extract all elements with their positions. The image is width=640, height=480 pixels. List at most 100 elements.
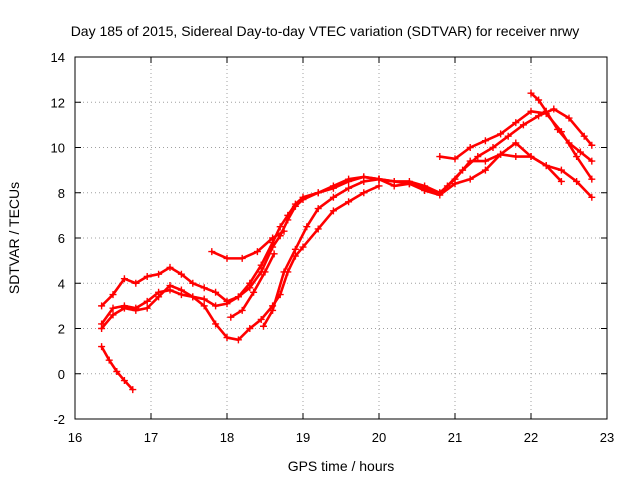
data-point (565, 139, 573, 147)
data-point (189, 293, 197, 301)
data-point (345, 198, 353, 206)
data-point (143, 272, 151, 280)
data-point (497, 150, 505, 158)
data-point (519, 121, 527, 129)
data-point (166, 263, 174, 271)
data-point (212, 302, 220, 310)
data-point (466, 144, 474, 151)
data-point (542, 162, 550, 170)
data-point (269, 306, 277, 314)
markers-arc-e (208, 227, 288, 262)
x-tick-label: 21 (448, 430, 462, 445)
data-point (143, 304, 151, 312)
data-point (109, 291, 117, 299)
data-point (113, 367, 121, 375)
data-point (132, 279, 140, 287)
data-point (280, 227, 288, 235)
data-point (299, 193, 307, 201)
data-point (557, 177, 565, 185)
data-point (200, 284, 208, 292)
y-tick-label: 8 (58, 186, 65, 201)
data-point (360, 189, 368, 197)
data-point (405, 180, 413, 188)
data-point (527, 89, 535, 97)
data-point (573, 153, 581, 161)
data-point (253, 248, 261, 256)
data-point (212, 320, 220, 328)
grid (75, 57, 607, 419)
series-arc-j (529, 91, 594, 163)
x-tick-label: 19 (296, 430, 310, 445)
data-point (535, 112, 543, 120)
data-point (565, 114, 573, 122)
x-tick-label: 23 (600, 430, 614, 445)
data-point (270, 250, 278, 258)
data-point (527, 153, 535, 161)
data-point (109, 311, 117, 319)
data-point (234, 336, 242, 344)
data-point (223, 334, 231, 342)
data-point (554, 125, 562, 133)
y-tick-label: 6 (58, 231, 65, 246)
markers-arc-j (527, 89, 596, 165)
data-point (580, 132, 588, 140)
data-point (276, 223, 284, 231)
data-point (345, 184, 353, 192)
data-point (481, 157, 489, 165)
data-point (280, 268, 288, 276)
data-point (390, 177, 398, 185)
data-point (155, 293, 163, 301)
data-point (261, 268, 269, 276)
data-point (269, 234, 277, 242)
data-point (329, 184, 337, 192)
data-point (345, 177, 353, 185)
data-point (98, 325, 106, 332)
y-tick-label: 10 (51, 141, 65, 156)
data-point (576, 148, 584, 156)
data-point (436, 189, 444, 197)
data-point (212, 288, 220, 296)
data-point (443, 182, 451, 190)
y-tick-label: 2 (58, 322, 65, 337)
data-point (284, 211, 292, 219)
data-point (314, 225, 322, 233)
data-point (189, 279, 197, 287)
data-point (588, 175, 596, 183)
x-tick-label: 22 (524, 430, 538, 445)
series-arc-d (100, 184, 381, 342)
data-point (329, 207, 337, 215)
data-point (238, 306, 246, 314)
data-point (329, 193, 337, 201)
data-point (299, 243, 307, 251)
data-point (550, 105, 558, 113)
plot-frame (74, 56, 608, 420)
data-point (246, 279, 254, 287)
data-point (512, 139, 520, 147)
data-point (436, 153, 444, 161)
y-tick-label: 14 (51, 50, 65, 65)
data-point (557, 166, 565, 174)
data-point (421, 184, 429, 192)
chart-title: Day 185 of 2015, Sidereal Day-to-day VTE… (71, 23, 580, 39)
data-point (177, 286, 185, 294)
data-point (200, 302, 208, 310)
plot-area (98, 89, 596, 394)
data-point (535, 96, 543, 104)
data-point (105, 356, 113, 364)
data-point (257, 261, 265, 269)
data-point (166, 282, 174, 290)
data-point (588, 141, 596, 149)
data-point (120, 275, 128, 283)
data-point (143, 297, 151, 305)
data-point (291, 200, 299, 208)
data-point (234, 293, 242, 301)
x-axis-label: GPS time / hours (288, 458, 395, 474)
data-point (375, 175, 383, 183)
y-axis-label: SDTVAR / TECUs (6, 182, 22, 294)
y-tick-label: 4 (58, 276, 65, 291)
x-axis-ticks: 16 17 18 19 20 21 22 23 (68, 57, 614, 445)
data-point (474, 153, 482, 161)
data-point (497, 130, 505, 138)
series-arc-e (210, 229, 286, 260)
